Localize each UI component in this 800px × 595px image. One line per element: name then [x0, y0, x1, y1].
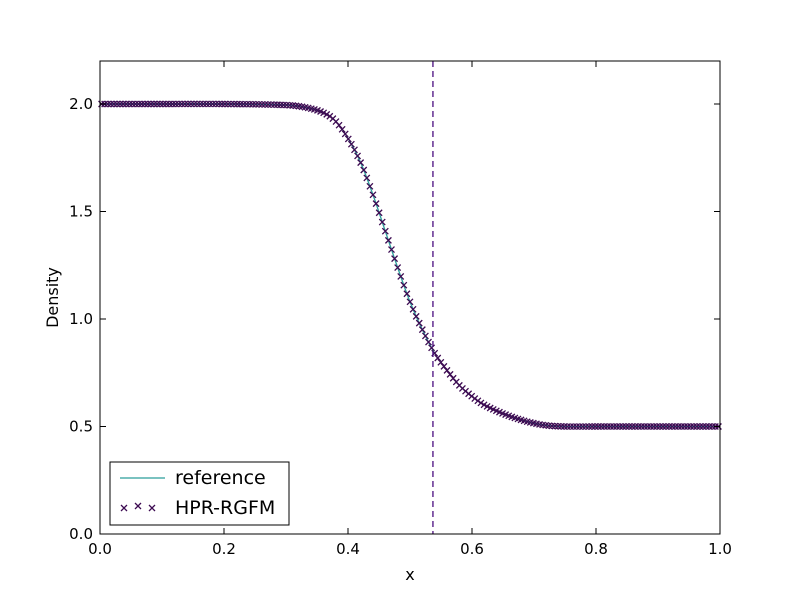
data-point [394, 264, 402, 272]
data-point [347, 140, 355, 148]
data-point [381, 227, 389, 235]
data-point [341, 130, 349, 138]
x-tick-label: 0.4 [336, 540, 360, 558]
y-tick-label: 1.0 [69, 310, 93, 328]
data-point [406, 298, 414, 306]
data-point [418, 326, 426, 334]
legend-label-hpr-rgfm: HPR-RGFM [175, 497, 275, 519]
data-point [344, 135, 352, 143]
data-point [360, 166, 368, 174]
data-point [477, 399, 485, 407]
data-point [388, 246, 395, 253]
data-point [338, 125, 346, 133]
data-point [335, 121, 343, 129]
data-point [372, 200, 380, 208]
data-point [421, 332, 429, 340]
data-point [369, 191, 377, 199]
data-point [474, 397, 482, 405]
data-point [412, 312, 420, 320]
hpr-rgfm-markers [98, 100, 722, 431]
data-point [363, 174, 371, 182]
x-tick-label: 1.0 [708, 540, 732, 558]
data-point [384, 236, 392, 244]
data-point [357, 159, 365, 167]
data-point [397, 272, 405, 280]
data-point [378, 218, 386, 226]
y-tick-label: 1.5 [69, 203, 93, 221]
data-point [425, 338, 432, 346]
plot-area [98, 60, 722, 535]
data-point [434, 354, 442, 362]
legend-hpr-rgfm-markers [120, 502, 156, 512]
y-axis-label: Density [43, 267, 62, 328]
x-tick-label: 0.0 [88, 540, 112, 558]
data-point [354, 152, 362, 160]
x-tick-label: 0.6 [460, 540, 484, 558]
plot-frame [99, 60, 721, 535]
data-point [366, 182, 374, 190]
legend-box [109, 461, 290, 526]
y-tick-label: 0.0 [69, 525, 93, 543]
data-point [437, 358, 445, 366]
y-tick-label: 0.5 [69, 418, 93, 436]
data-point [415, 319, 423, 327]
data-point [375, 209, 383, 217]
data-point [400, 281, 408, 289]
data-point [391, 255, 399, 263]
x-axis-label: x [405, 565, 414, 584]
legend-marker [120, 504, 128, 512]
legend: reference HPR-RGFM [109, 461, 290, 526]
data-point [428, 344, 436, 352]
legend-marker [134, 502, 142, 510]
data-point [351, 146, 358, 154]
legend-label-reference: reference [175, 467, 266, 489]
reference-line [100, 103, 720, 428]
legend-marker [148, 504, 156, 512]
x-tick-label: 0.8 [584, 540, 608, 558]
axis-ticks [99, 61, 721, 535]
y-tick-label: 2.0 [69, 95, 93, 113]
tick-labels: 0.0 0.2 0.4 0.6 0.8 1.0 0.0 0.5 1.0 1.5 2.0 [69, 95, 732, 558]
data-point [409, 305, 417, 313]
data-point [323, 110, 331, 118]
x-tick-label: 0.2 [212, 540, 236, 558]
data-point [403, 290, 411, 298]
